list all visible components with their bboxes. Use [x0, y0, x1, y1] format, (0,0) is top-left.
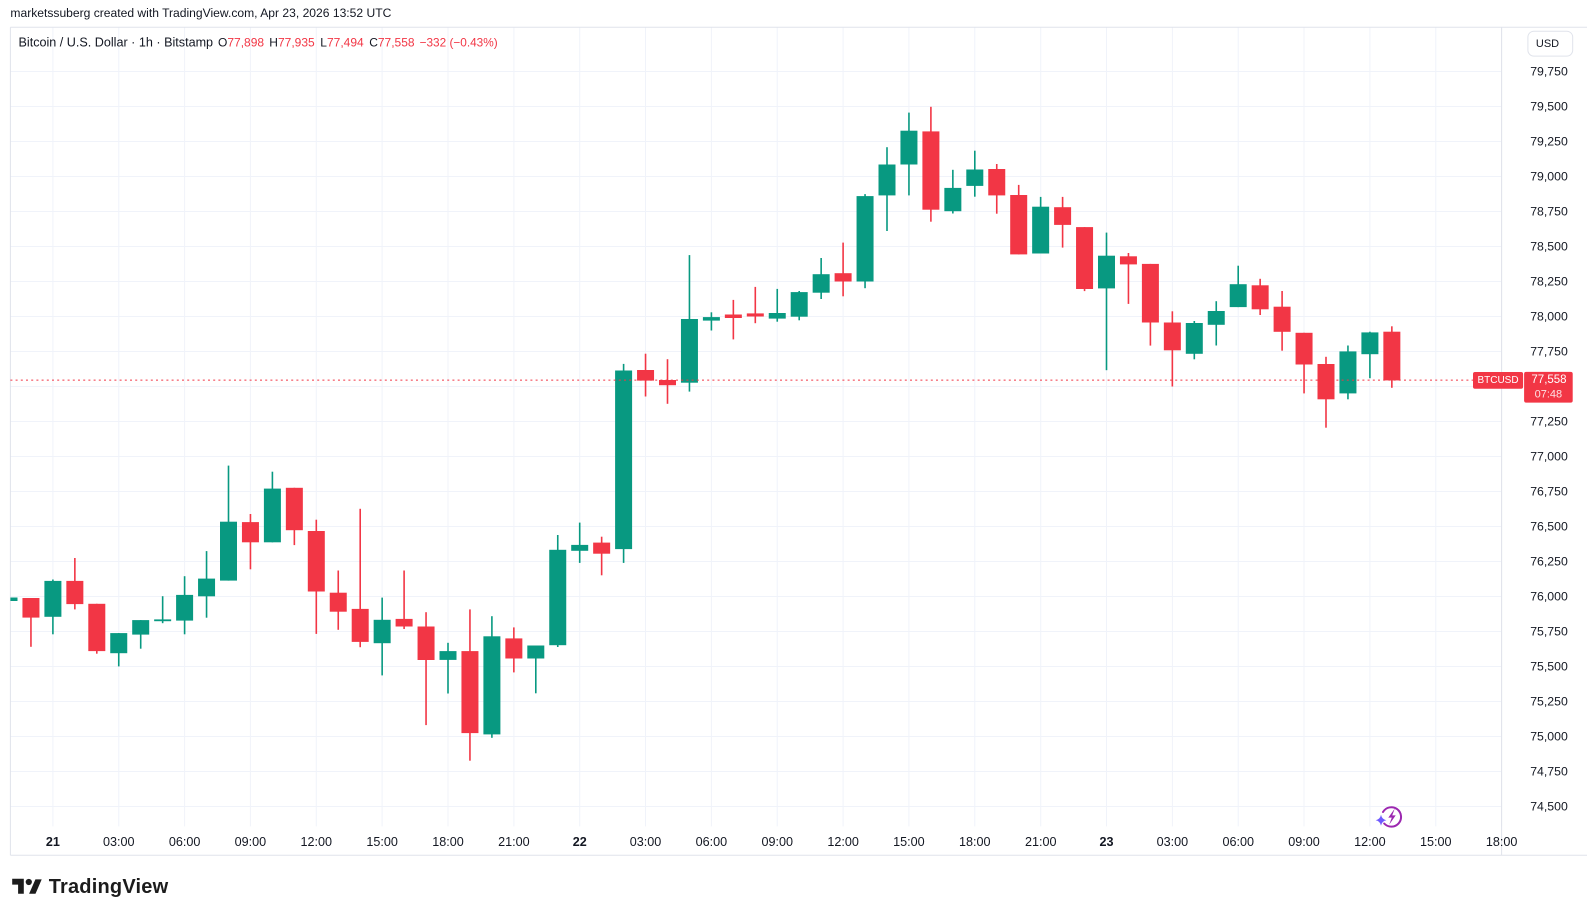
- svg-text:15:00: 15:00: [893, 835, 925, 849]
- svg-text:15:00: 15:00: [366, 835, 398, 849]
- svg-text:75,500: 75,500: [1530, 660, 1568, 674]
- svg-text:09:00: 09:00: [761, 835, 793, 849]
- svg-text:C77,558: C77,558: [369, 35, 415, 49]
- svg-text:USD: USD: [1536, 38, 1559, 50]
- svg-text:75,000: 75,000: [1530, 730, 1568, 744]
- svg-text:76,250: 76,250: [1530, 555, 1568, 569]
- svg-text:−332 (−0.43%): −332 (−0.43%): [420, 35, 498, 49]
- svg-text:78,500: 78,500: [1530, 240, 1568, 254]
- svg-text:76,000: 76,000: [1530, 590, 1568, 604]
- svg-text:12:00: 12:00: [301, 835, 333, 849]
- svg-text:BTCUSD: BTCUSD: [1477, 375, 1518, 386]
- svg-text:03:00: 03:00: [1157, 835, 1189, 849]
- svg-text:21:00: 21:00: [1025, 835, 1057, 849]
- svg-text:03:00: 03:00: [103, 835, 135, 849]
- svg-text:09:00: 09:00: [1288, 835, 1320, 849]
- svg-text:06:00: 06:00: [696, 835, 728, 849]
- svg-text:O77,898: O77,898: [218, 35, 264, 49]
- svg-text:75,750: 75,750: [1530, 625, 1568, 639]
- svg-text:Bitcoin / U.S. Dollar · 1h · B: Bitcoin / U.S. Dollar · 1h · Bitstamp: [19, 35, 214, 49]
- svg-text:21:00: 21:00: [498, 835, 530, 849]
- svg-text:77,750: 77,750: [1530, 345, 1568, 359]
- svg-text:marketssuberg created with Tra: marketssuberg created with TradingView.c…: [10, 6, 391, 20]
- svg-text:77,250: 77,250: [1530, 415, 1568, 429]
- svg-text:77,558: 77,558: [1531, 374, 1566, 386]
- svg-text:74,500: 74,500: [1530, 800, 1568, 814]
- svg-text:18:00: 18:00: [959, 835, 991, 849]
- svg-text:74,750: 74,750: [1530, 765, 1568, 779]
- svg-text:18:00: 18:00: [1486, 835, 1518, 849]
- svg-text:77,000: 77,000: [1530, 450, 1568, 464]
- svg-text:H77,935: H77,935: [269, 35, 315, 49]
- svg-text:76,500: 76,500: [1530, 520, 1568, 534]
- svg-text:06:00: 06:00: [169, 835, 201, 849]
- svg-text:15:00: 15:00: [1420, 835, 1452, 849]
- svg-text:22: 22: [573, 835, 587, 849]
- svg-text:78,750: 78,750: [1530, 205, 1568, 219]
- svg-text:78,250: 78,250: [1530, 275, 1568, 289]
- svg-text:06:00: 06:00: [1222, 835, 1254, 849]
- svg-text:09:00: 09:00: [235, 835, 267, 849]
- svg-text:76,750: 76,750: [1530, 485, 1568, 499]
- svg-text:23: 23: [1099, 835, 1113, 849]
- svg-text:12:00: 12:00: [827, 835, 859, 849]
- svg-text:07:48: 07:48: [1535, 389, 1563, 401]
- svg-text:TradingView: TradingView: [49, 876, 169, 898]
- svg-text:03:00: 03:00: [630, 835, 662, 849]
- svg-text:78,000: 78,000: [1530, 310, 1568, 324]
- svg-text:18:00: 18:00: [432, 835, 464, 849]
- svg-text:75,250: 75,250: [1530, 695, 1568, 709]
- svg-text:79,000: 79,000: [1530, 170, 1568, 184]
- svg-text:79,250: 79,250: [1530, 135, 1568, 149]
- svg-text:79,750: 79,750: [1530, 65, 1568, 79]
- svg-text:12:00: 12:00: [1354, 835, 1386, 849]
- svg-text:L77,494: L77,494: [320, 35, 364, 49]
- svg-text:21: 21: [46, 835, 60, 849]
- svg-text:79,500: 79,500: [1530, 100, 1568, 114]
